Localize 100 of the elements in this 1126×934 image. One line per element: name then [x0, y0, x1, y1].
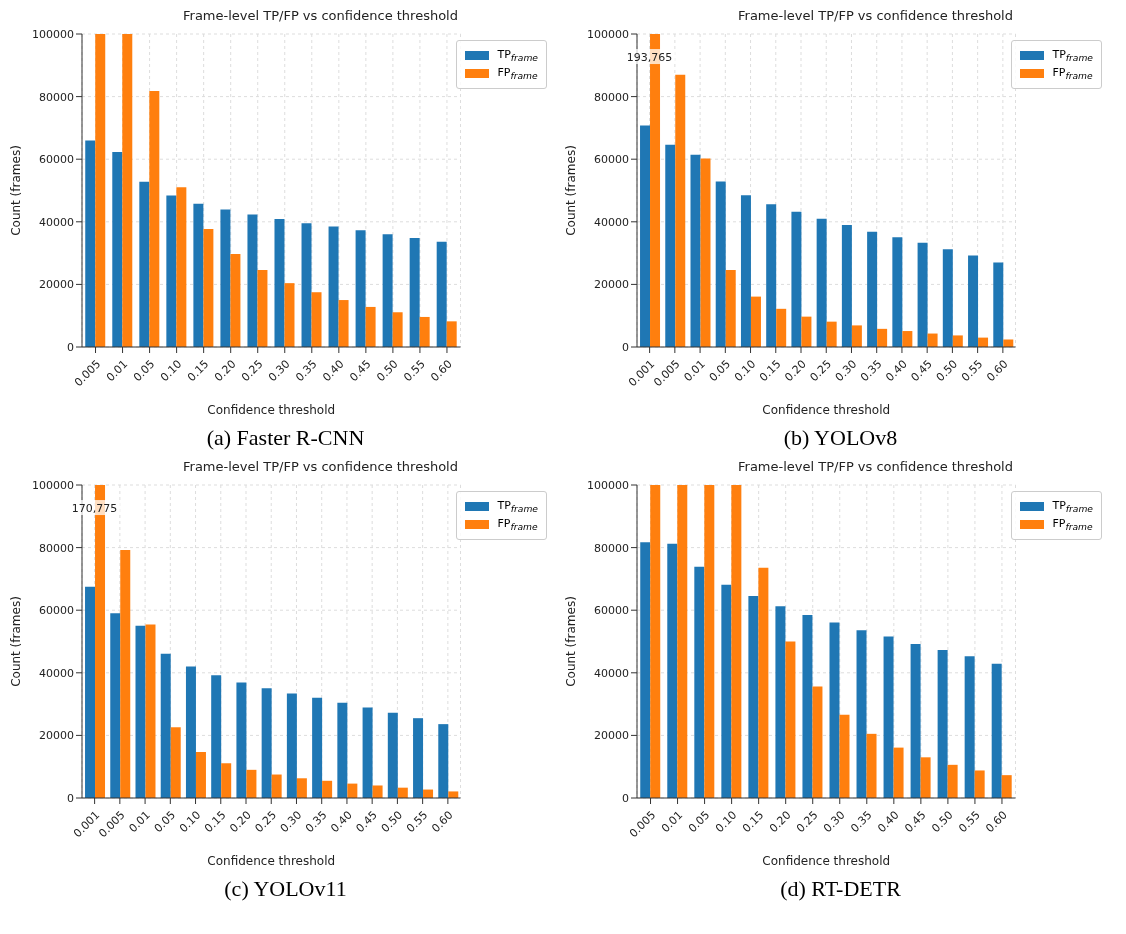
bar [221, 763, 232, 798]
bar [139, 181, 150, 347]
bar [665, 144, 676, 347]
bar [436, 241, 447, 347]
bar [725, 270, 736, 347]
bar [176, 187, 187, 347]
bar [675, 74, 686, 347]
y-tick-label: 80000 [39, 541, 74, 555]
bar [841, 224, 852, 347]
bar [284, 283, 295, 347]
legend-label: TP$_{frame}$ [1052, 48, 1093, 64]
bar [448, 791, 459, 798]
bar [902, 331, 913, 347]
legend-label: FP$_{frame}$ [497, 517, 538, 533]
y-tick-label: 0 [67, 340, 74, 354]
bar [261, 688, 272, 798]
bar [766, 204, 777, 347]
bar [1001, 775, 1012, 798]
bar [700, 158, 711, 347]
bar [257, 270, 268, 347]
y-tick-label: 80000 [39, 90, 74, 104]
bar [721, 584, 732, 798]
annotation: 193,765 [626, 51, 673, 65]
bar [195, 751, 206, 798]
y-axis-title: Count (frames) [9, 596, 24, 687]
bar [867, 231, 878, 347]
bar [347, 783, 358, 798]
bar [185, 666, 196, 798]
bar [748, 596, 759, 798]
bar [883, 636, 894, 798]
bar [355, 230, 366, 347]
bar [640, 125, 651, 347]
bar [690, 154, 701, 347]
bar [968, 255, 979, 347]
bar [974, 770, 985, 798]
bar [740, 195, 751, 347]
legend-label: TP$_{frame}$ [497, 499, 538, 515]
bar [816, 218, 827, 347]
bar [1003, 339, 1014, 347]
bar [964, 656, 975, 798]
bar [246, 769, 257, 798]
x-axis-title: Confidence threshold [207, 402, 336, 417]
bar [791, 211, 802, 347]
chart-title: Frame-level TP/FP vs confidence threshold [182, 8, 459, 24]
bar [704, 485, 715, 798]
bar [135, 625, 146, 798]
bar [220, 209, 231, 347]
y-tick-label: 20000 [39, 278, 74, 292]
bar [160, 653, 171, 798]
bar [856, 630, 867, 798]
chart-title: Frame-level TP/FP vs confidence threshold [737, 459, 1014, 475]
y-tick-label: 60000 [39, 153, 74, 167]
bar [750, 296, 761, 347]
bar [438, 724, 449, 798]
bar [893, 747, 904, 798]
bar [311, 292, 322, 347]
y-tick-label: 100000 [587, 478, 629, 492]
bar [826, 321, 837, 347]
bar [677, 485, 688, 798]
y-tick-label: 100000 [32, 27, 74, 41]
bar [338, 300, 349, 347]
bar [801, 316, 812, 347]
bar [211, 675, 222, 798]
bar [993, 262, 1004, 347]
bar [920, 757, 931, 798]
bar [829, 622, 840, 798]
bar [170, 727, 181, 798]
bar [419, 316, 430, 347]
bar [328, 226, 339, 347]
bar [387, 712, 398, 798]
bar [382, 234, 393, 347]
y-tick-label: 60000 [594, 604, 629, 618]
text: (a) Faster R-CNN [205, 425, 366, 452]
bar [413, 718, 424, 798]
annotation: 170,775 [71, 502, 118, 516]
bar [812, 686, 823, 798]
bar [839, 714, 850, 798]
bar [362, 707, 373, 798]
bar [952, 335, 963, 347]
bar [991, 663, 1002, 798]
legend-label: FP$_{frame}$ [1052, 517, 1093, 533]
bar [296, 778, 307, 798]
bar [758, 567, 769, 798]
text: (b) YOLOv8 [782, 425, 899, 452]
y-tick-label: 40000 [594, 215, 629, 229]
y-tick-label: 20000 [594, 729, 629, 743]
y-tick-label: 0 [622, 340, 629, 354]
bar [731, 485, 742, 798]
bar [301, 223, 312, 347]
bar [274, 218, 285, 347]
y-tick-label: 40000 [39, 215, 74, 229]
chart-title: Frame-level TP/FP vs confidence threshold [737, 8, 1014, 24]
bar [120, 550, 131, 798]
bar [85, 140, 96, 347]
x-axis-title: Confidence threshold [762, 402, 891, 417]
bar [193, 203, 204, 347]
text: (c) YOLOv11 [223, 876, 348, 903]
bar [667, 543, 678, 798]
y-tick-label: 40000 [594, 666, 629, 680]
y-tick-label: 100000 [587, 27, 629, 41]
